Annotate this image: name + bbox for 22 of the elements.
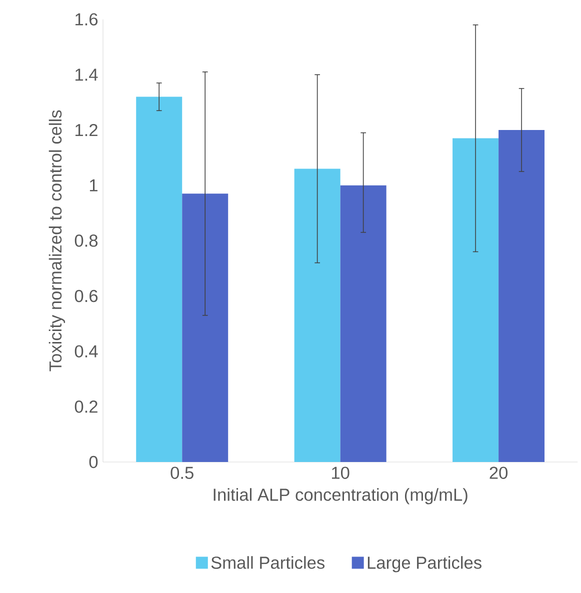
y-tick-label: 1.6 <box>76 13 98 26</box>
y-tick-label: 0 <box>89 456 98 468</box>
bar <box>498 130 545 462</box>
x-tick-label: 20 <box>490 466 508 479</box>
bar <box>294 168 340 462</box>
legend-label: Large Particles <box>368 556 482 572</box>
legend-label: Small Particles <box>211 556 325 569</box>
y-tick-label: 0.8 <box>74 234 98 247</box>
bar <box>136 96 182 462</box>
y-axis-title: Toxicity normalized to control cells <box>48 110 66 372</box>
y-tick-label: 1 <box>90 179 98 192</box>
y-tick-label: 1.2 <box>76 124 98 136</box>
x-tick-label: 0.5 <box>170 466 194 479</box>
bar <box>452 138 499 462</box>
bar <box>182 194 228 462</box>
bar <box>340 185 386 462</box>
y-tick-label: 0.6 <box>74 290 98 302</box>
y-tick-label: 0.4 <box>74 345 98 358</box>
y-tick-label: 1.4 <box>76 68 98 81</box>
x-axis-title: Initial ALP concentration (mg/mL) <box>214 488 468 504</box>
x-tick-label: 10 <box>332 466 350 479</box>
y-tick-label: 0.2 <box>74 400 98 413</box>
